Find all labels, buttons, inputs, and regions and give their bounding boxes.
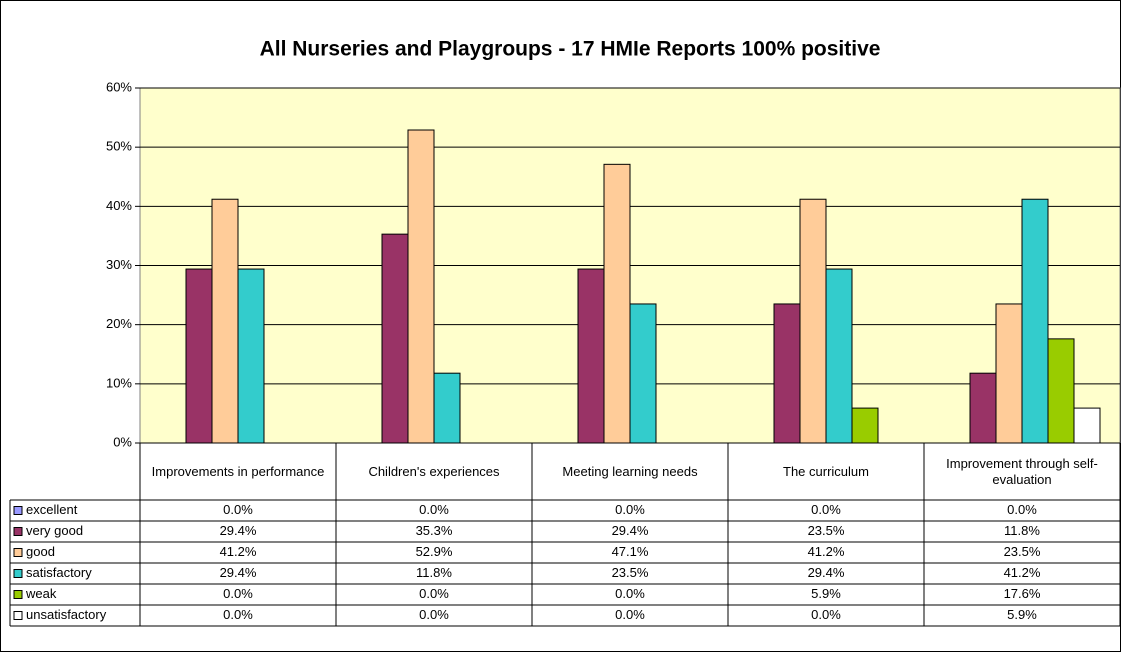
bar: [969, 372, 997, 444]
table-value: 11.8%: [1004, 523, 1040, 538]
table-value: 29.4%: [612, 523, 649, 538]
table-value: 52.9%: [416, 544, 453, 559]
bar: [577, 268, 605, 444]
bar: [825, 268, 853, 444]
legend-key: [13, 506, 23, 515]
table-value: 41.2%: [1004, 565, 1041, 580]
y-tick-label: 60%: [106, 79, 132, 94]
bar: [1047, 338, 1075, 444]
table-value: 47.1%: [612, 544, 649, 559]
table-value: 11.8%: [416, 565, 452, 580]
y-tick-label: 0%: [113, 434, 132, 449]
bar: [407, 129, 435, 444]
table-value: 0.0%: [223, 607, 253, 622]
table-value: 5.9%: [811, 586, 841, 601]
table-value: 23.5%: [808, 523, 845, 538]
table-value: 0.0%: [811, 502, 841, 517]
table-value: 0.0%: [1007, 502, 1037, 517]
category-label: Improvements in performance: [151, 463, 325, 479]
legend-label: excellent: [26, 502, 78, 517]
bar: [851, 407, 879, 444]
legend-label: satisfactory: [26, 565, 92, 580]
legend-key: [13, 527, 23, 536]
bar: [433, 372, 461, 444]
table-value: 41.2%: [808, 544, 845, 559]
table-value: 35.3%: [416, 523, 453, 538]
bar: [185, 268, 213, 444]
table-value: 0.0%: [615, 586, 645, 601]
category-label: Improvement through self-evaluation: [946, 455, 1098, 487]
legend-label: good: [26, 544, 55, 559]
y-tick-label: 50%: [106, 139, 132, 154]
table-value: 0.0%: [223, 502, 253, 517]
legend-label: weak: [25, 586, 57, 601]
bar: [603, 163, 631, 444]
table-value: 0.0%: [223, 586, 253, 601]
y-tick-label: 10%: [106, 375, 132, 390]
table-value: 29.4%: [220, 523, 257, 538]
table-value: 0.0%: [419, 607, 449, 622]
bar: [995, 303, 1023, 444]
table-value: 23.5%: [1004, 544, 1041, 559]
bar: [237, 268, 265, 444]
table-value: 0.0%: [811, 607, 841, 622]
category-label: Children's experiences: [368, 463, 500, 479]
table-value: 5.9%: [1007, 607, 1037, 622]
table-value: 41.2%: [220, 544, 257, 559]
bar: [1073, 407, 1101, 444]
bar: [773, 303, 801, 444]
legend-label: unsatisfactory: [26, 607, 107, 622]
table-value: 17.6%: [1004, 586, 1041, 601]
chart-title: All Nurseries and Playgroups - 17 HMIe R…: [260, 38, 881, 61]
legend-label: very good: [26, 523, 83, 538]
y-tick-label: 20%: [106, 316, 132, 331]
y-tick-label: 30%: [106, 257, 132, 272]
category-label: Meeting learning needs: [562, 463, 698, 479]
table-value: 29.4%: [808, 565, 845, 580]
legend-key: [13, 569, 23, 578]
bar: [381, 233, 409, 444]
category-label: The curriculum: [783, 463, 869, 479]
legend-key: [13, 611, 23, 620]
table-value: 0.0%: [419, 502, 449, 517]
legend-key: [13, 590, 23, 599]
table-value: 0.0%: [615, 607, 645, 622]
legend-key: [13, 548, 23, 557]
bar: [629, 303, 657, 444]
table-value: 23.5%: [612, 565, 649, 580]
bar: [211, 198, 239, 444]
bar: [1021, 198, 1049, 444]
bar: [799, 198, 827, 444]
table-value: 0.0%: [419, 586, 449, 601]
y-tick-label: 40%: [106, 198, 132, 213]
table-value: 0.0%: [615, 502, 645, 517]
table-value: 29.4%: [220, 565, 257, 580]
